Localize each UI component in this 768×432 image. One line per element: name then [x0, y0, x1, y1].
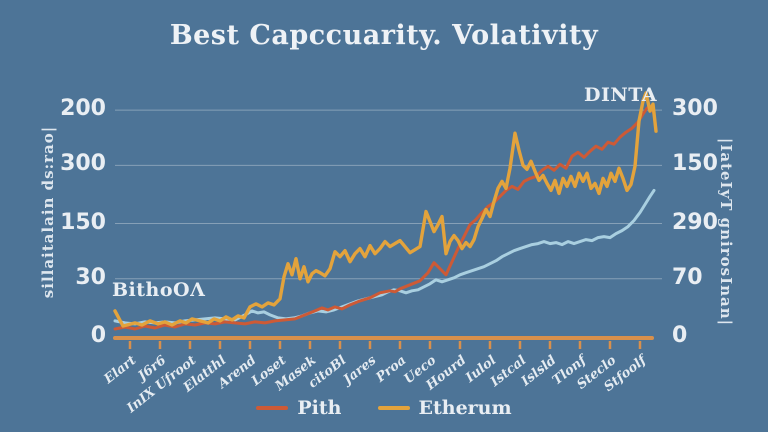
- legend-item: Etherum: [377, 397, 512, 419]
- y-tick-label-left: 200: [60, 96, 106, 122]
- y-tick-label-right: 70: [672, 264, 703, 290]
- annotation-dinta: DINTA: [584, 84, 658, 106]
- y-tick-label-right: 290: [672, 209, 718, 235]
- legend-label: Pith: [297, 397, 342, 419]
- y-tick-label-left: 300: [60, 151, 106, 177]
- series-line-blue: [113, 188, 656, 326]
- y-tick-label-left: 150: [60, 209, 106, 235]
- annotation-bithooa: BithoOΛ: [112, 279, 206, 301]
- legend-swatch: [377, 406, 410, 410]
- legend-swatch: [256, 406, 289, 410]
- chart-legend: Pith Etherum: [0, 397, 768, 419]
- legend-item: Pith: [256, 397, 342, 419]
- series-line-Pith: [113, 104, 658, 331]
- legend-label: Etherum: [418, 397, 512, 419]
- y-tick-label-right: 300: [672, 96, 718, 122]
- y-axis-left-title: sillaitalain ds:rao|: [39, 125, 57, 299]
- chart-title: Best Capccuarity. Volativity: [169, 20, 599, 51]
- y-axis-right-title: |IateIyT gnirosInan|: [717, 137, 735, 327]
- y-tick-label-left: 30: [75, 264, 106, 290]
- y-tick-label-right: 0: [672, 323, 688, 348]
- y-tick-label-left: 0: [90, 323, 106, 348]
- series-line-Etherum: [113, 91, 658, 328]
- y-tick-label-right: 150: [672, 151, 718, 177]
